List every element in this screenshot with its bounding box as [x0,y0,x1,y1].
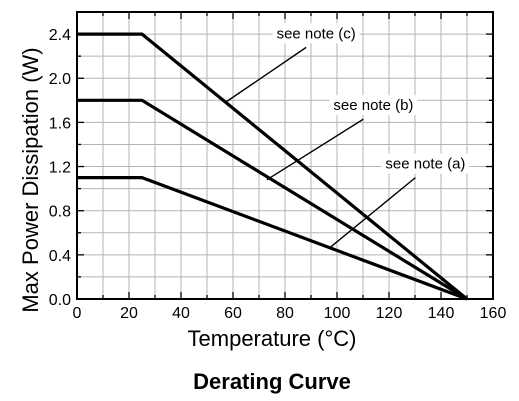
x-tick-label: 0 [73,305,82,322]
chart-title: Derating Curve [193,369,351,394]
y-tick-label: 2.0 [49,71,71,88]
x-tick-label: 60 [224,305,242,322]
annotation-label: see note (b) [333,97,413,114]
x-tick-label: 20 [120,305,138,322]
x-tick-label: 140 [428,305,455,322]
x-tick-label: 120 [376,305,403,322]
tick-labels: 0 20 40 60 80 100 120 140 160 0.0 0.4 0.8 1.2 1.6 2.0 2… [49,27,507,322]
y-tick-label: 2.4 [49,27,71,44]
x-tick-label: 160 [480,305,507,322]
series-line-2 [77,98,468,301]
x-tick-label: 100 [324,305,351,322]
annotation-leader-line [224,46,307,104]
annotation-label: see note (c) [277,25,356,42]
annotation-label: see note (a) [385,156,465,173]
series-line-1 [77,32,469,301]
x-tick-label: 40 [172,305,190,322]
annotation-background [329,95,418,116]
plot-frame [76,11,494,300]
x-tick-label: 80 [276,305,294,322]
y-axis-title: Max Power Dissipation (W) [18,47,43,312]
annotation-leader-line [266,118,364,181]
y-tick-label: 1.6 [49,115,71,132]
annotation-background [381,153,470,174]
y-tick-label: 0.4 [49,248,71,265]
x-axis-title: Temperature (°C) [188,326,357,351]
series-layer [77,32,469,301]
series-line-3 [77,176,468,301]
y-tick-label: 1.2 [49,160,71,177]
y-tick-label: 0.0 [49,292,71,309]
annotation-background [272,23,360,44]
annotation-leader-line [328,177,416,249]
y-tick-label: 0.8 [49,204,71,221]
annotation-layer: see note (c) see note (b) see note (a) [224,23,470,249]
